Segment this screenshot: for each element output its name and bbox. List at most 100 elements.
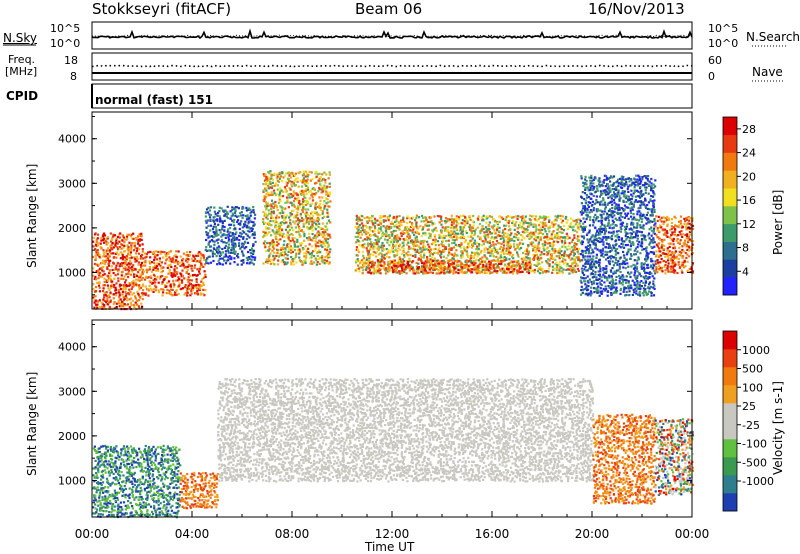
range-gate-cell (166, 281, 169, 284)
range-gate-cell (421, 228, 424, 231)
range-gate-cell (396, 262, 400, 265)
range-gate-cell (359, 230, 363, 233)
range-gate-cell (93, 299, 96, 302)
range-gate-cell (619, 226, 622, 229)
range-gate-cell (137, 235, 140, 238)
range-gate-cell (582, 181, 585, 184)
range-gate-cell (570, 240, 573, 243)
range-gate-cell (595, 276, 598, 279)
range-gate-cell (536, 219, 539, 222)
range-gate-cell (377, 253, 380, 256)
range-gate-cell (315, 263, 318, 266)
range-gate-cell (328, 173, 331, 176)
range-gate-cell (624, 225, 627, 228)
range-gate-cell (116, 273, 120, 276)
range-gate-cell (576, 224, 579, 227)
range-gate-cell (298, 252, 301, 255)
range-gate-cell (399, 237, 402, 240)
range-gate-cell (451, 253, 454, 256)
range-gate-cell (146, 287, 149, 290)
range-gate-cell (266, 242, 269, 245)
range-gate-cell (568, 272, 571, 275)
range-gate-cell (196, 292, 199, 295)
range-gate-cell (302, 218, 305, 221)
range-gate-cell (603, 276, 606, 279)
range-gate-cell (614, 279, 618, 282)
range-gate-cell (278, 252, 281, 256)
range-gate-cell (324, 241, 327, 244)
range-gate-cell (357, 233, 360, 236)
range-gate-cell (155, 265, 159, 268)
range-gate-cell (464, 239, 467, 242)
range-gate-cell (602, 189, 605, 192)
range-gate-cell (613, 195, 616, 198)
range-gate-cell (240, 214, 243, 217)
range-gate-cell (595, 278, 598, 281)
range-gate-cell (358, 270, 361, 273)
range-gate-cell (619, 230, 622, 233)
range-gate-cell (490, 248, 493, 251)
range-gate-cell (518, 268, 521, 271)
range-gate-cell (246, 259, 249, 262)
range-gate-cell (273, 192, 276, 195)
range-gate-cell (609, 209, 612, 213)
range-gate-cell (323, 215, 326, 218)
range-gate-cell (152, 281, 155, 285)
range-gate-cell (544, 243, 547, 247)
range-gate-cell (469, 264, 472, 267)
range-gate-cell (460, 271, 463, 274)
range-gate-cell (546, 262, 549, 265)
range-gate-cell (304, 259, 307, 262)
range-gate-cell (130, 256, 133, 259)
range-gate-cell (262, 173, 265, 176)
range-gate-cell (586, 214, 590, 217)
range-gate-cell (492, 241, 495, 244)
range-gate-cell (582, 207, 585, 210)
range-gate-cell (170, 260, 173, 263)
range-gate-cell (451, 261, 454, 264)
range-gate-cell (482, 243, 485, 246)
range-gate-cell (433, 235, 437, 238)
range-gate-cell (286, 225, 289, 229)
range-gate-cell (420, 256, 423, 259)
range-gate-cell (227, 249, 230, 252)
range-gate-cell (167, 253, 170, 256)
range-gate-cell (179, 264, 182, 268)
range-gate-cell (234, 245, 237, 249)
range-gate-cell (124, 291, 127, 294)
cpid-panel (91, 83, 693, 109)
range-gate-cell (629, 227, 633, 230)
range-gate-cell (581, 228, 584, 231)
range-gate-cell (632, 263, 635, 266)
range-gate-cell (288, 226, 291, 229)
range-gate-cell (573, 261, 576, 265)
range-gate-cell (368, 219, 371, 222)
range-gate-cell (502, 237, 505, 240)
range-gate-cell (617, 189, 620, 192)
range-gate-cell (527, 244, 530, 247)
range-gate-cell (216, 219, 219, 222)
range-gate-cell (620, 242, 623, 245)
range-gate-cell (148, 266, 151, 269)
range-gate-cell (615, 257, 618, 260)
range-gate-cell (266, 179, 269, 182)
range-gate-cell (630, 221, 633, 224)
range-gate-cell (372, 265, 375, 268)
range-gate-cell (388, 214, 391, 217)
range-gate-cell (417, 266, 420, 269)
range-gate-cell (304, 181, 307, 185)
range-gate-cell (135, 249, 138, 252)
range-gate-cell (616, 180, 619, 183)
range-gate-cell (197, 283, 200, 286)
range-gate-cell (372, 234, 375, 237)
range-gate-cell (399, 232, 403, 235)
range-gate-cell (276, 263, 280, 266)
range-gate-cell (507, 262, 510, 266)
range-gate-cell (512, 260, 516, 263)
range-gate-cell (570, 267, 573, 271)
range-gate-cell (245, 209, 248, 212)
range-gate-cell (458, 245, 461, 248)
range-gate-cell (198, 284, 201, 287)
range-gate-cell (121, 300, 124, 303)
range-gate-cell (363, 243, 366, 246)
